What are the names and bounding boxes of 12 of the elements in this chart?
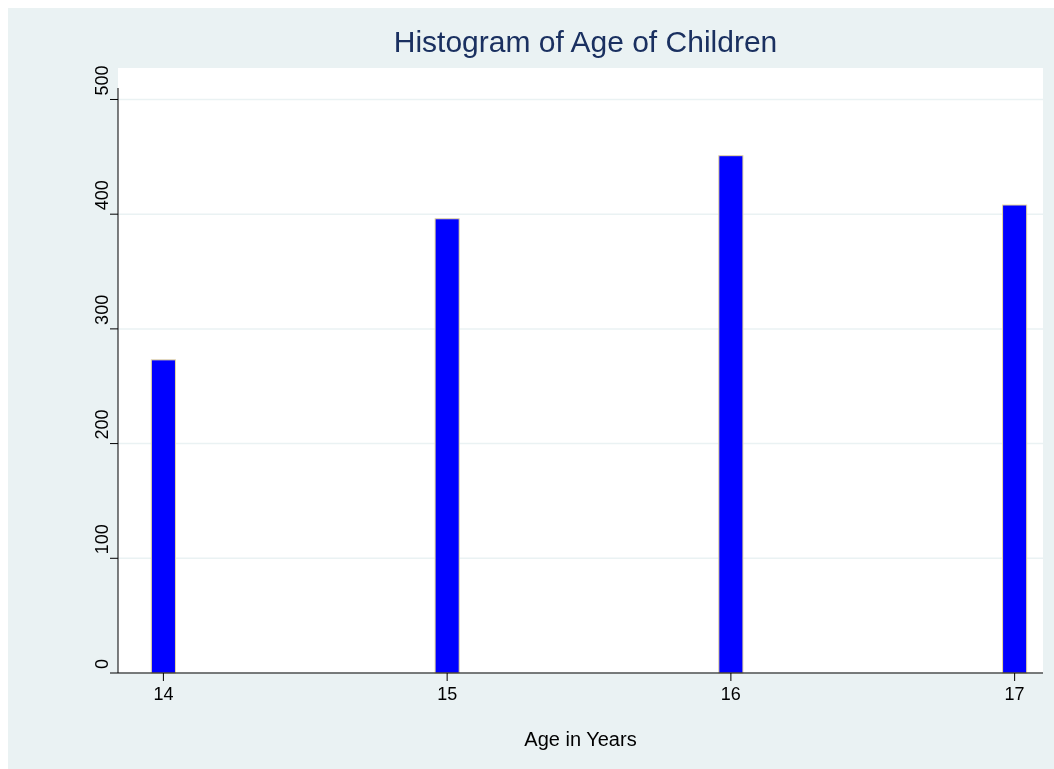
x-tick-label: 14 (153, 684, 174, 704)
y-tick-label: 400 (92, 180, 112, 211)
x-axis-title: Age in Years (524, 728, 637, 750)
y-tick-label: 500 (92, 65, 112, 96)
chart-title: Histogram of Age of Children (393, 25, 778, 58)
y-tick-label: 100 (92, 524, 112, 555)
y-tick-label: 300 (92, 294, 112, 325)
x-tick-label: 16 (720, 684, 741, 704)
x-tick-label: 17 (1004, 684, 1025, 704)
x-tick-label: 15 (437, 684, 458, 704)
y-tick-label: 0 (92, 658, 112, 669)
y-tick-label: 200 (92, 409, 112, 440)
